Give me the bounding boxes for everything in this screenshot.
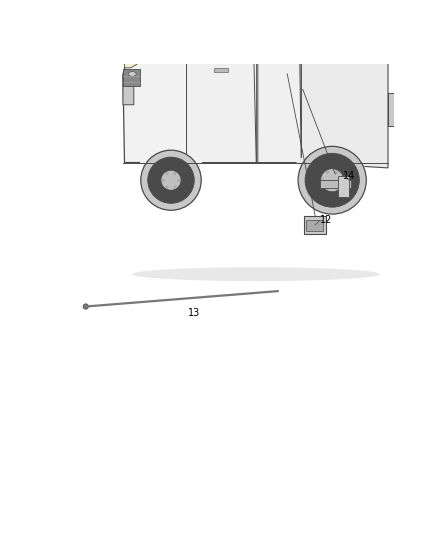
Ellipse shape [140,154,202,171]
Polygon shape [225,12,301,37]
Ellipse shape [161,170,181,190]
Polygon shape [301,24,389,50]
Ellipse shape [132,267,380,281]
Ellipse shape [335,171,339,174]
Ellipse shape [177,179,180,182]
Polygon shape [128,12,171,57]
Bar [123,69,140,85]
Polygon shape [123,70,134,105]
Ellipse shape [141,150,201,210]
Ellipse shape [297,154,368,172]
Ellipse shape [173,185,177,189]
Ellipse shape [321,168,344,192]
Polygon shape [258,0,299,14]
Bar [338,175,349,197]
Polygon shape [123,0,301,163]
Ellipse shape [166,172,169,175]
Bar [320,180,351,188]
Polygon shape [188,0,252,9]
Ellipse shape [335,187,339,190]
Ellipse shape [166,185,169,189]
Bar [214,68,228,72]
Bar [304,216,326,234]
Ellipse shape [173,172,177,175]
Ellipse shape [321,179,325,182]
Bar [306,220,323,231]
Ellipse shape [298,147,366,214]
Polygon shape [124,50,140,68]
Ellipse shape [326,171,329,174]
Ellipse shape [305,154,359,207]
Ellipse shape [340,179,343,182]
Text: 12: 12 [320,215,332,225]
Polygon shape [388,93,394,126]
Ellipse shape [148,157,194,203]
Ellipse shape [162,179,165,182]
Text: 14: 14 [343,171,355,181]
Ellipse shape [128,71,136,76]
Text: 13: 13 [188,308,200,318]
Ellipse shape [83,304,88,309]
Polygon shape [258,0,301,163]
Polygon shape [187,0,256,163]
Polygon shape [301,37,388,168]
Ellipse shape [326,187,329,190]
